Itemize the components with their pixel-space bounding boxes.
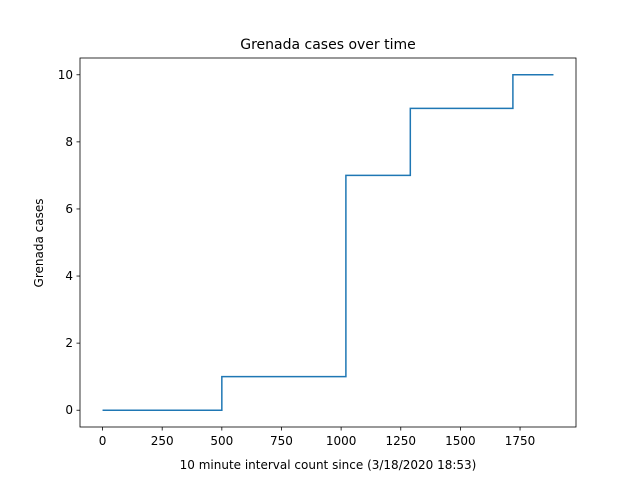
series-line-0 <box>102 74 554 411</box>
x-tick-label: 750 <box>270 434 293 448</box>
y-tick-label: 2 <box>65 336 73 350</box>
x-tick-label: 1250 <box>385 434 416 448</box>
y-tick-label: 6 <box>65 202 73 216</box>
y-tick-label: 4 <box>65 269 73 283</box>
plot-layer <box>102 74 554 411</box>
axes-layer: 0 250 500 750 1000 1250 1500 1750 0 2 4 6 8 10 <box>58 57 577 448</box>
chart-title: Grenada cases over time <box>240 37 416 53</box>
x-axis-label: 10 minute interval count since (3/18/202… <box>180 458 477 472</box>
y-tick-label: 10 <box>58 68 73 82</box>
y-axis-label: Grenada cases <box>32 199 46 288</box>
y-tick-label: 0 <box>65 403 73 417</box>
x-tick-label: 1000 <box>326 434 357 448</box>
axes-frame <box>79 57 577 428</box>
x-tick-label: 500 <box>210 434 233 448</box>
x-tick-label: 250 <box>151 434 174 448</box>
x-tick-label: 1750 <box>505 434 536 448</box>
x-tick-label: 1500 <box>445 434 476 448</box>
x-tick-label: 0 <box>99 434 107 448</box>
y-tick-label: 8 <box>65 135 73 149</box>
